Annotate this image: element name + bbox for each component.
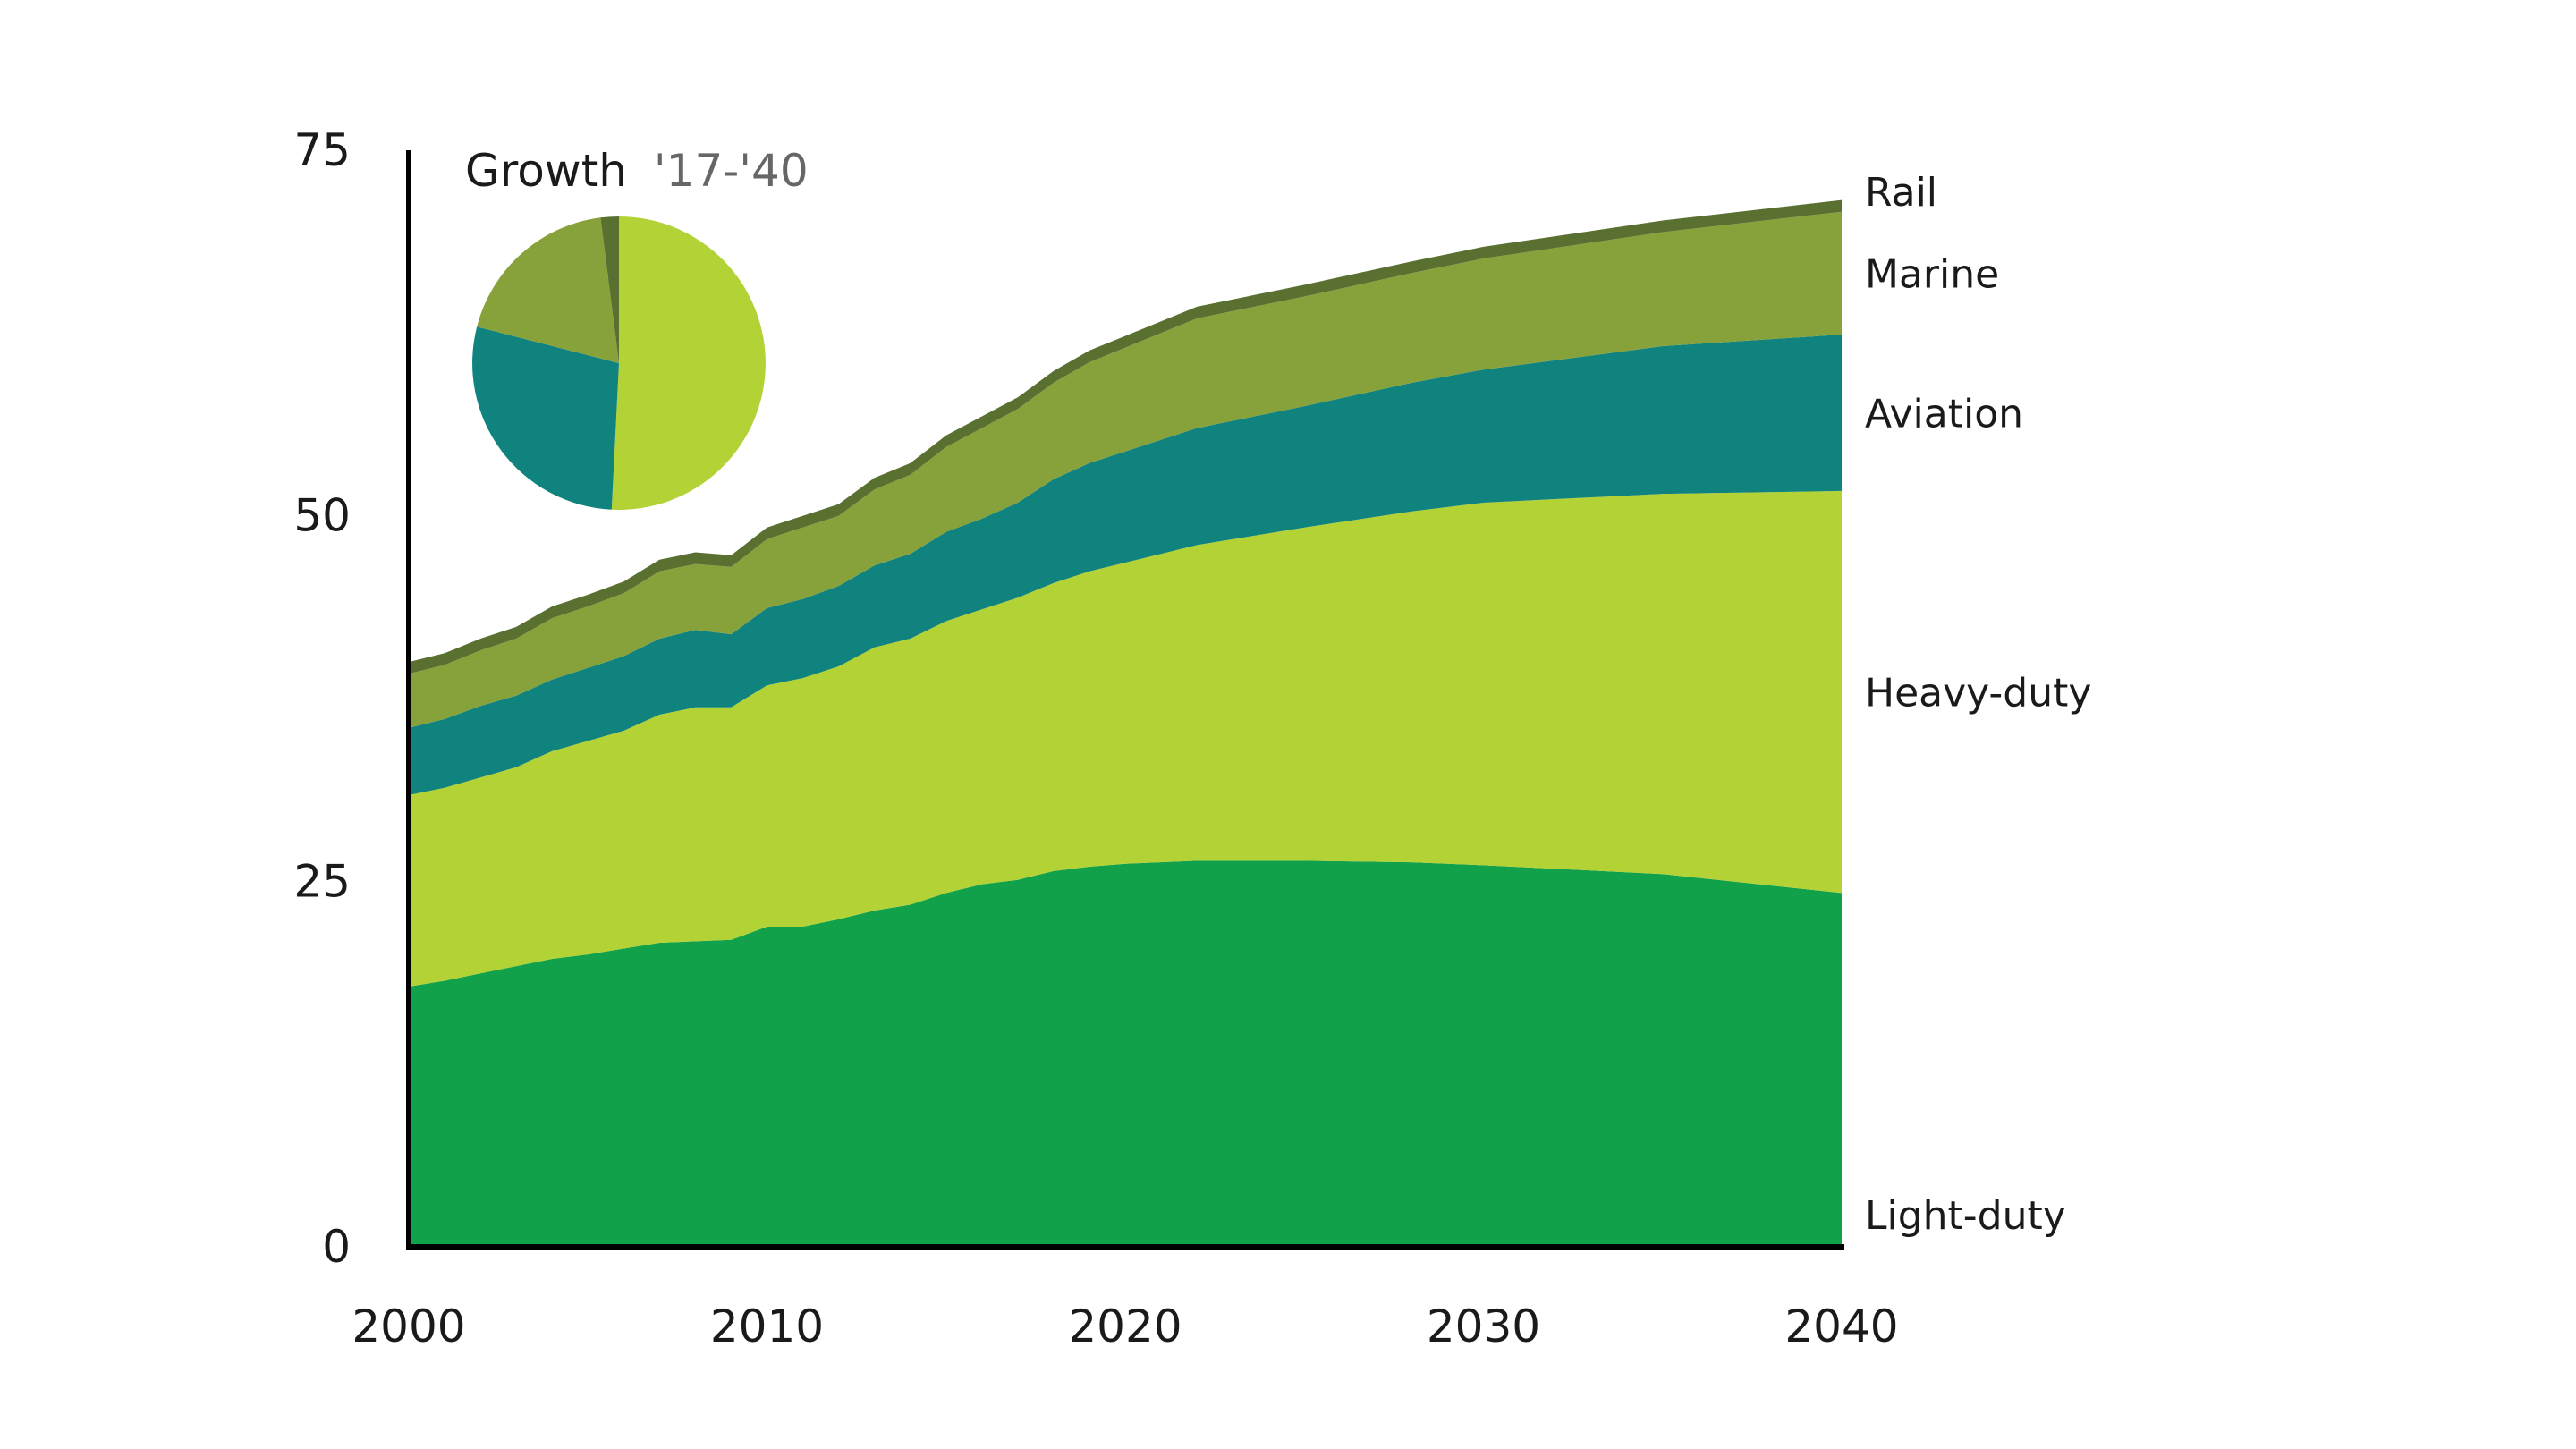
series-label-rail: Rail: [1865, 170, 1937, 216]
area-heavy-duty: [409, 490, 1842, 987]
inset-title: Growth '17-'40: [465, 145, 809, 197]
inset-title-suffix: '17-'40: [654, 145, 809, 197]
area-light-duty: [409, 860, 1842, 1247]
x-tick-label: 2040: [1784, 1301, 1898, 1352]
area-marine: [409, 211, 1842, 728]
area-aviation: [409, 335, 1842, 795]
y-tick-label: 0: [322, 1221, 351, 1273]
series-label-light-duty: Light-duty: [1865, 1193, 2066, 1239]
series-label-heavy-duty: Heavy-duty: [1865, 671, 2091, 716]
growth-inset: Growth '17-'40: [465, 145, 809, 510]
x-tick-label: 2000: [352, 1301, 465, 1352]
growth-pie: [472, 216, 766, 510]
x-tick-labels: 2000 2010 2020 2030 2040: [352, 1301, 1898, 1352]
y-tick-label: 50: [293, 490, 351, 542]
pie-slice-marine: [477, 217, 619, 363]
y-tick-label: 75: [293, 124, 351, 176]
y-tick-labels: 0 25 50 75: [293, 124, 351, 1273]
series-label-marine: Marine: [1865, 251, 1999, 297]
inset-title-prefix: Growth: [465, 145, 627, 197]
pie-slice-rail: [600, 216, 619, 363]
areas-layer: [409, 199, 1842, 1247]
pie-slice-heavy-duty: [611, 216, 766, 510]
pie-slice-aviation: [472, 326, 619, 510]
series-labels: Light-duty Heavy-duty Aviation Marine Rail: [1865, 170, 2091, 1239]
x-tick-label: 2030: [1427, 1301, 1540, 1352]
y-tick-label: 25: [293, 855, 351, 907]
series-label-aviation: Aviation: [1865, 391, 2023, 436]
x-tick-label: 2010: [710, 1301, 824, 1352]
x-tick-label: 2020: [1068, 1301, 1182, 1352]
